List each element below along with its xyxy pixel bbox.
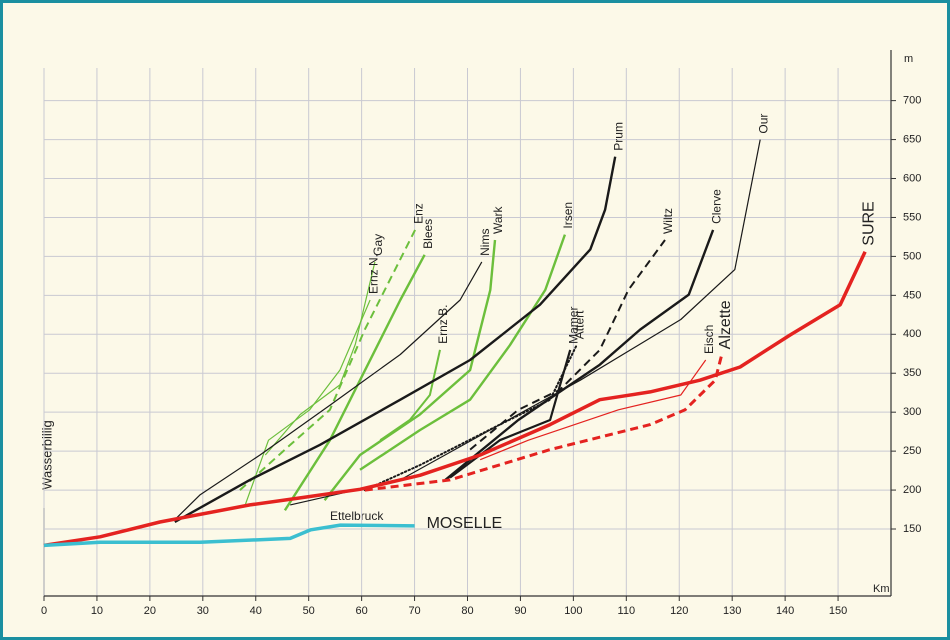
river-profile — [283, 254, 426, 511]
y-tick-label: 250 — [903, 445, 921, 457]
series-label: Ernz B. — [436, 305, 450, 344]
series-label: Wark — [491, 205, 505, 234]
series-label: Mamer — [566, 307, 580, 344]
series-label: Eisch — [702, 325, 716, 354]
x-tick-label: 20 — [144, 605, 156, 617]
series-label: Ernz N. — [366, 254, 380, 294]
river-profile — [239, 229, 416, 491]
start-label: Wasserbillig — [39, 420, 54, 490]
x-axis-unit: Km — [873, 583, 890, 595]
series-label: Nims — [478, 229, 492, 256]
x-tick-label: 90 — [514, 605, 526, 617]
river-profile — [444, 229, 715, 481]
y-tick-label: 200 — [903, 484, 921, 496]
y-tick-label: 350 — [903, 367, 921, 379]
y-axis-unit: m — [904, 53, 913, 65]
y-tick-label: 700 — [903, 95, 921, 107]
river-profile — [363, 344, 578, 492]
series-label: Alzette — [717, 300, 734, 349]
x-tick-label: 30 — [197, 605, 209, 617]
river-profile — [43, 250, 867, 548]
x-tick-label: 50 — [303, 605, 315, 617]
series-label: SURE — [860, 201, 877, 245]
river-profile — [323, 239, 497, 501]
y-tick-label: 450 — [903, 289, 921, 301]
series-label: Attert — [573, 310, 587, 339]
x-tick-label: 150 — [829, 605, 847, 617]
river-profile — [364, 354, 724, 492]
junction-label: Ettelbruck — [330, 509, 384, 523]
y-tick-label: 650 — [903, 133, 921, 145]
x-tick-label: 80 — [461, 605, 473, 617]
x-tick-label: 120 — [670, 605, 688, 617]
y-tick-label: 550 — [903, 211, 921, 223]
river-profile — [359, 234, 567, 471]
river-profile — [244, 299, 371, 506]
series-label: Gay — [371, 234, 385, 256]
series-label: Clerve — [709, 189, 723, 224]
y-tick-label: 150 — [903, 523, 921, 535]
river-profile — [174, 261, 483, 521]
x-tick-label: 110 — [618, 605, 636, 617]
series-label: Prum — [611, 122, 625, 151]
y-tick-label: 400 — [903, 328, 921, 340]
series-label: Enz — [411, 203, 425, 224]
y-tick-label: 600 — [903, 172, 921, 184]
river-profile — [43, 523, 415, 548]
series-label: Wiltz — [661, 208, 675, 234]
series-label: Irsen — [561, 202, 575, 229]
x-tick-label: 10 — [91, 605, 103, 617]
x-tick-label: 130 — [723, 605, 741, 617]
x-tick-label: 140 — [776, 605, 794, 617]
river-profile — [469, 239, 666, 451]
y-tick-label: 500 — [903, 250, 921, 262]
series-label: MOSELLE — [427, 515, 503, 532]
series-label: Blees — [421, 219, 435, 249]
river-profile — [379, 349, 441, 442]
series-label: Our — [756, 114, 770, 134]
x-tick-label: 60 — [356, 605, 368, 617]
y-tick-label: 300 — [903, 406, 921, 418]
river-profile — [174, 156, 617, 524]
x-tick-label: 0 — [41, 605, 47, 617]
x-tick-label: 70 — [408, 605, 420, 617]
x-tick-label: 40 — [250, 605, 262, 617]
x-tick-label: 100 — [564, 605, 582, 617]
